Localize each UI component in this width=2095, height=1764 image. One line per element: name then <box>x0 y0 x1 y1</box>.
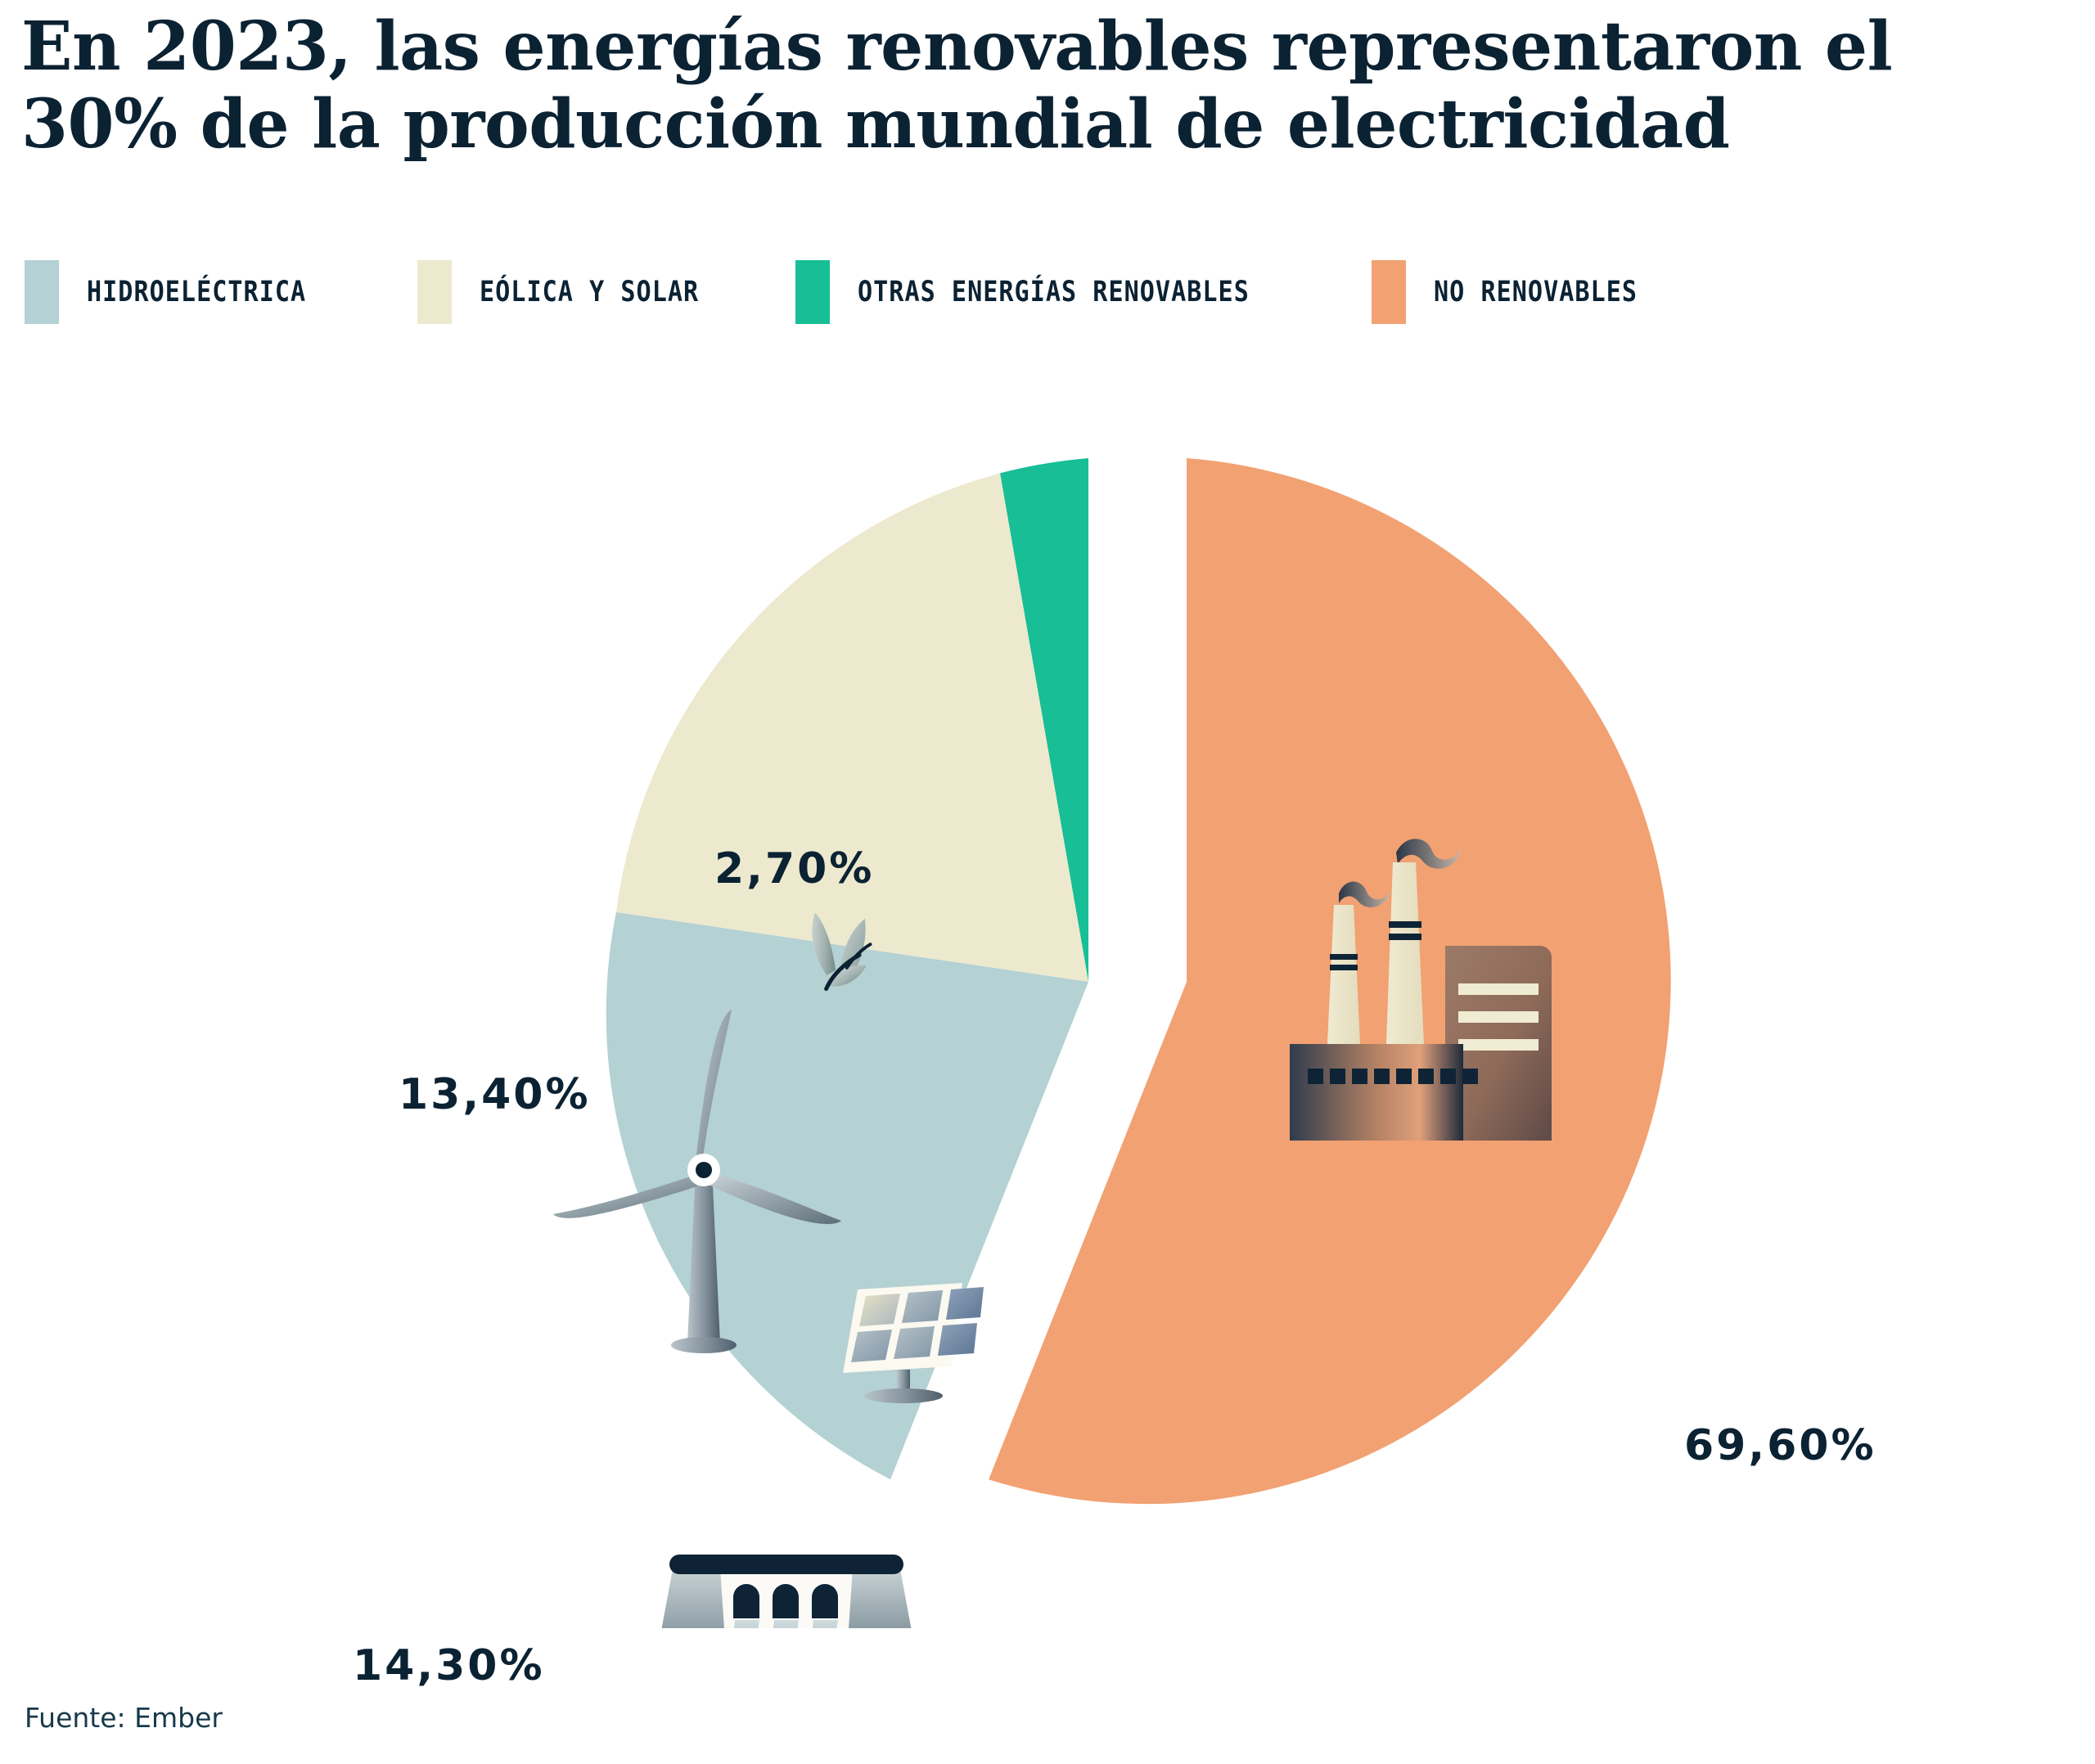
pie-label-no-renovables: 69,60% <box>1684 1421 1876 1470</box>
hydro-dam-icon <box>661 1555 912 1628</box>
legend-swatch-eolica-y-solar <box>417 260 452 324</box>
leaf-icon <box>812 912 872 992</box>
pie-slice-no-renovables[interactable] <box>989 458 1671 1505</box>
title-block: En 2023, las energías renovables represe… <box>21 7 1985 164</box>
legend-swatch-otras-energias-renovables <box>795 260 830 324</box>
chart-legend: HIDROELÉCTRICA EÓLICA Y SOLAR OTRAS ENER… <box>25 260 2070 324</box>
pie-label-hidroelectrica: 14,30% <box>353 1641 545 1690</box>
chart-footer: Fuente: Ember <box>25 1702 223 1734</box>
legend-label-hidroelectrica: HIDROELÉCTRICA <box>87 276 307 308</box>
pie-chart: 2,70% 13,40% 14,30% 69,60% <box>0 352 2095 1690</box>
wind-solar-icon <box>553 1010 984 1403</box>
pie-slice-eolica-y-solar[interactable] <box>615 473 1088 982</box>
legend-swatch-no-renovables <box>1372 260 1407 324</box>
legend-label-no-renovables: NO RENOVABLES <box>1434 276 1638 308</box>
legend-item-hidroelectrica[interactable]: HIDROELÉCTRICA <box>25 260 342 324</box>
legend-item-eolica-y-solar[interactable]: EÓLICA Y SOLAR <box>417 260 735 324</box>
pie-chart-svg <box>553 458 1671 1628</box>
pie-label-otras-energias-renovables: 2,70% <box>714 844 875 893</box>
legend-item-no-renovables[interactable]: NO RENOVABLES <box>1372 260 1671 324</box>
pie-slice-hidroelectrica[interactable] <box>606 911 1088 1480</box>
pie-slice-otras-energias-renovables[interactable] <box>1000 458 1088 982</box>
legend-swatch-hidroelectrica <box>25 260 59 324</box>
source-label: Fuente: Ember <box>25 1702 223 1734</box>
legend-item-otras-energias-renovables[interactable]: OTRAS ENERGÍAS RENOVABLES <box>795 260 1313 324</box>
legend-label-eolica-y-solar: EÓLICA Y SOLAR <box>479 276 699 308</box>
pie-label-eolica-y-solar: 13,40% <box>399 1070 591 1119</box>
legend-label-otras-energias-renovables: OTRAS ENERGÍAS RENOVABLES <box>857 276 1250 308</box>
factory-icon <box>1290 839 1552 1141</box>
page-title: En 2023, las energías renovables represe… <box>21 7 1893 164</box>
